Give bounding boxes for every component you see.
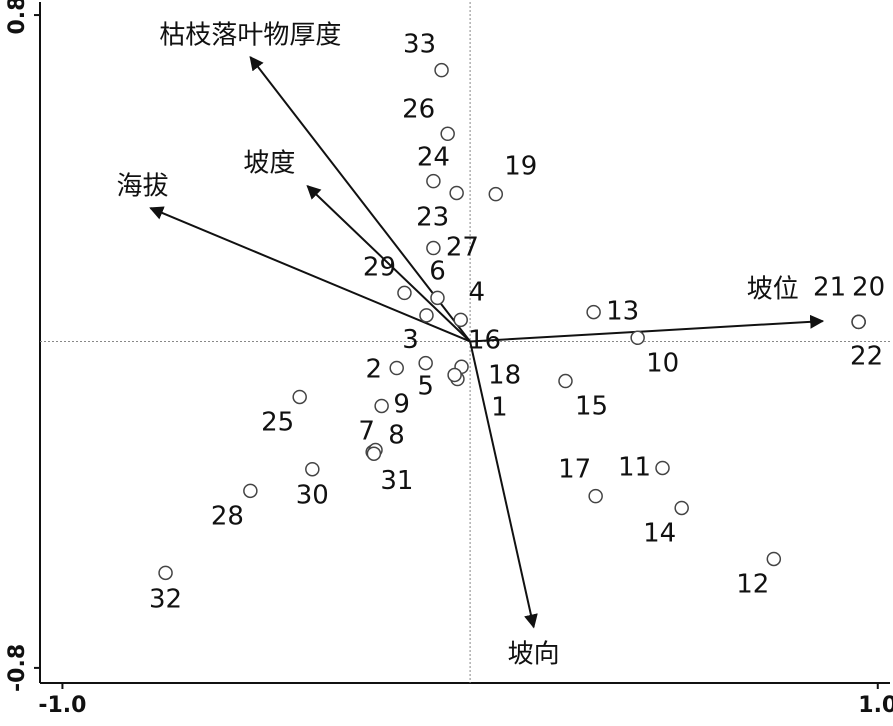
site-label: 27 (446, 233, 479, 263)
site-label: 23 (416, 202, 449, 232)
site-point (630, 330, 645, 346)
site-label: 31 (380, 466, 413, 496)
site-point (586, 304, 601, 320)
site-label: 4 (468, 277, 485, 307)
site-label: 16 (468, 325, 501, 355)
site-label: 24 (417, 143, 450, 173)
site-label: 20 (852, 272, 885, 302)
site-point (588, 488, 603, 504)
x-tick-label: 1.0 (858, 693, 893, 718)
vector-arrow (149, 206, 471, 343)
site-point (453, 312, 468, 328)
site-label: 10 (646, 348, 679, 378)
site-label: 32 (149, 584, 182, 614)
site-label: 26 (402, 94, 435, 124)
site-point (374, 398, 389, 414)
site-point (419, 308, 434, 323)
vector-arrow (470, 314, 825, 343)
y-tick-label: -0.8 (5, 644, 30, 692)
site-label: 22 (850, 341, 883, 371)
site-label: 5 (417, 372, 434, 402)
site-point (449, 185, 464, 201)
site-point (434, 62, 449, 78)
site-point (440, 126, 455, 142)
vector-arrow (306, 185, 471, 343)
site-label: 15 (575, 392, 608, 422)
site-point (558, 373, 573, 389)
site-label: 28 (211, 501, 244, 531)
site-label: 2 (365, 355, 382, 385)
site-point (426, 173, 441, 189)
y-tick-label: 0.8 (5, 0, 30, 35)
site-point (292, 389, 307, 405)
site-point (418, 355, 433, 371)
site-label: 11 (618, 452, 651, 482)
site-point (674, 500, 689, 516)
site-label: 29 (363, 252, 396, 282)
vector-label: 坡度 (243, 149, 295, 179)
site-label: 14 (643, 518, 676, 548)
site-label: 30 (296, 481, 329, 511)
x-tick-label: -1.0 (38, 693, 86, 718)
site-point (397, 285, 412, 301)
vector-label: 坡位 (747, 275, 799, 305)
site-label: 12 (736, 569, 769, 599)
site-point (488, 186, 504, 202)
site-point (426, 240, 441, 256)
site-label: 21 (813, 272, 846, 302)
site-label: 13 (606, 297, 639, 327)
site-point (766, 551, 782, 567)
site-label: 25 (261, 407, 294, 437)
site-point (243, 483, 258, 499)
site-label: 33 (403, 30, 436, 60)
site-label: 19 (504, 152, 537, 182)
site-point (389, 360, 404, 376)
site-label: 18 (488, 360, 521, 390)
site-label: 1 (491, 393, 508, 423)
vector-label: 海拔 (116, 172, 168, 202)
site-label: 9 (393, 389, 410, 419)
site-point (851, 314, 866, 330)
vector-label: 枯枝落叶物厚度 (159, 21, 341, 51)
site-point (447, 367, 462, 383)
site-point (655, 460, 670, 476)
site-label: 3 (402, 325, 419, 355)
site-label: 6 (429, 256, 446, 286)
site-label: 8 (388, 421, 405, 451)
vector-label: 坡向 (508, 640, 560, 670)
site-point (158, 565, 173, 581)
vector-arrow (469, 341, 538, 629)
site-point (305, 461, 320, 477)
site-point (430, 290, 445, 306)
site-point (366, 446, 382, 461)
site-label: 7 (358, 417, 375, 447)
site-label: 17 (558, 455, 591, 485)
